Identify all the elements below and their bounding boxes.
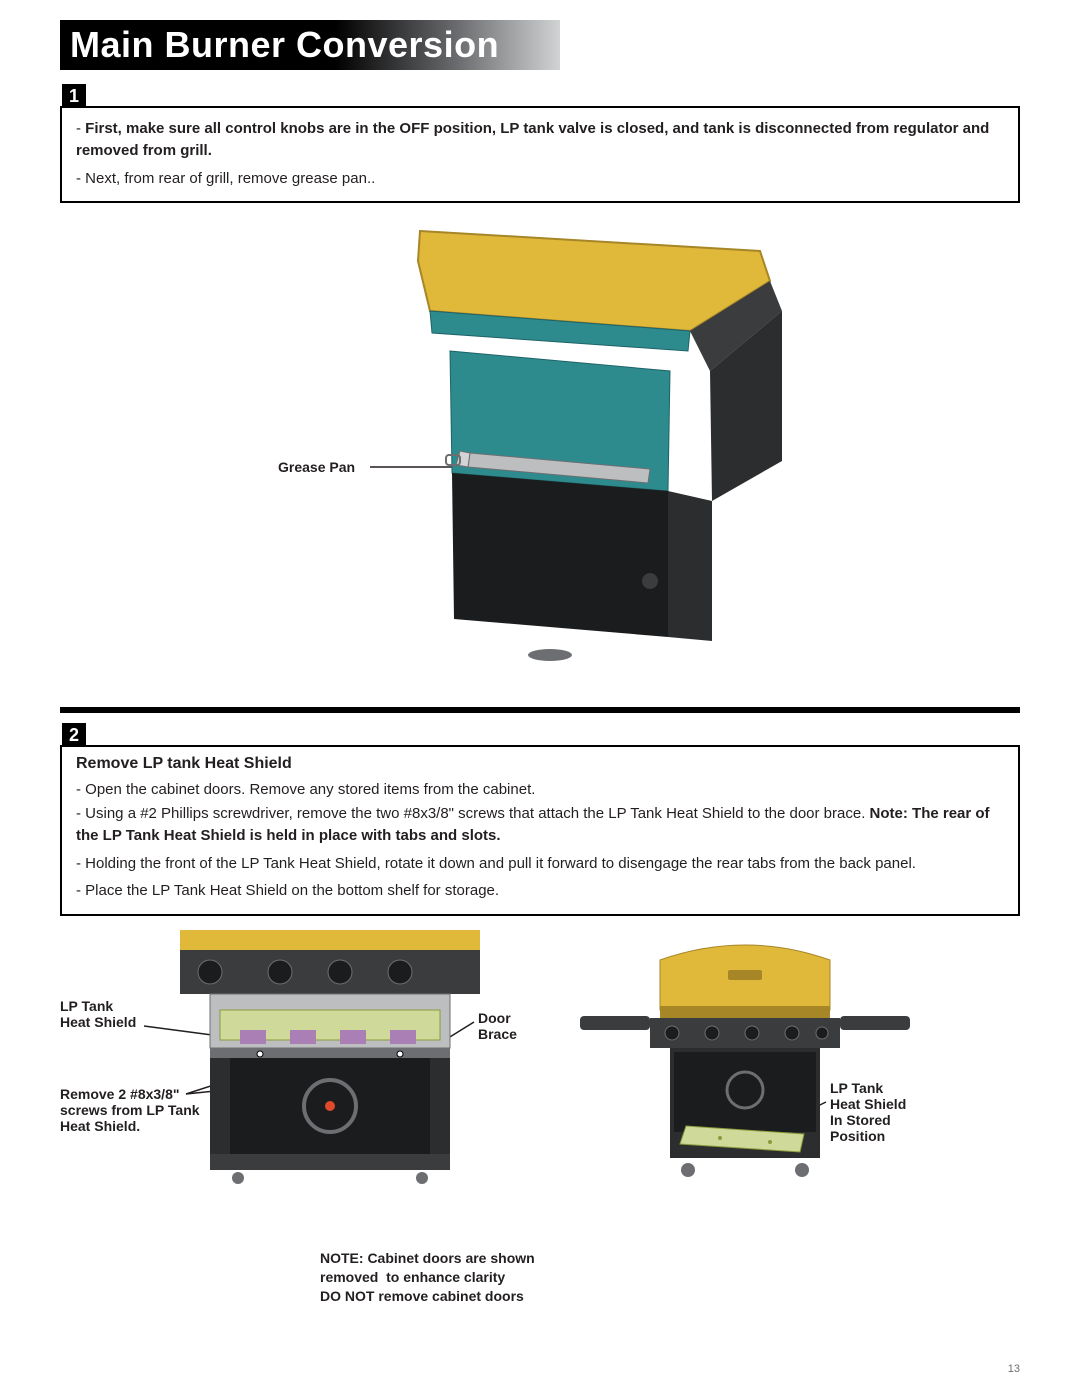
page-number: 13 [1008,1363,1020,1375]
step-2-heading: Remove LP tank Heat Shield [76,755,1004,773]
step-2-badge: 2 [62,723,86,747]
step-2-line-4: - Place the LP Tank Heat Shield on the b… [76,880,1004,902]
figure-1: Grease Pan [60,221,1020,681]
title-bar: Main Burner Conversion [60,20,560,70]
step-2-line-1: - Open the cabinet doors. Remove any sto… [76,779,1004,801]
callout-lp-heat-shield: LP Tank Heat Shield [60,998,136,1030]
step-1-box: - First, make sure all control knobs are… [60,106,1020,203]
step-1-line-2: - Next, from rear of grill, remove greas… [76,168,1004,190]
step-2-line-2: - Using a #2 Phillips screwdriver, remov… [76,803,1004,847]
page: Main Burner Conversion 1 - First, make s… [0,0,1080,1397]
divider [60,707,1020,713]
step-1-line-1: - First, make sure all control knobs are… [76,118,1004,162]
callout-grease-pan: Grease Pan [278,459,355,475]
step-2-line-3: - Holding the front of the LP Tank Heat … [76,853,1004,875]
page-title: Main Burner Conversion [70,24,499,66]
callout-door-brace: Door Brace [478,1010,517,1042]
step-2-box: Remove LP tank Heat Shield - Open the ca… [60,745,1020,916]
callout-remove-screws: Remove 2 #8x3/8" screws from LP Tank Hea… [60,1086,200,1134]
figure-2: LP Tank Heat Shield Remove 2 #8x3/8" scr… [60,930,1020,1230]
grill-rear-svg [390,221,810,661]
cabinet-note: NOTE: Cabinet doors are shown removed to… [320,1249,535,1306]
grill-front-cutaway-svg [180,930,480,1184]
step-1-badge: 1 [62,84,86,108]
grill-stored-svg [580,930,910,1180]
